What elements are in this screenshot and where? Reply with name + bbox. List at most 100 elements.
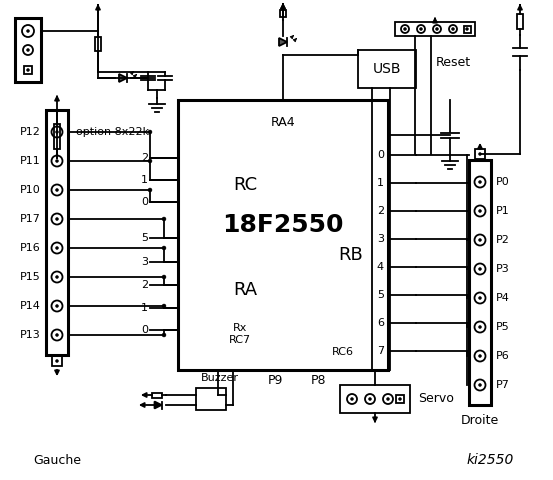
Circle shape [466,27,468,31]
Text: 5: 5 [377,290,384,300]
Text: RB: RB [338,246,363,264]
Circle shape [351,397,353,400]
Bar [358,50,416,88]
Text: P16: P16 [20,243,41,253]
Bar [152,393,162,397]
Text: 0: 0 [377,150,384,160]
Circle shape [55,304,59,308]
Circle shape [478,267,482,271]
Text: 1: 1 [141,303,148,313]
Circle shape [55,159,59,163]
Circle shape [478,297,482,300]
Text: Servo: Servo [418,393,454,406]
Circle shape [162,246,166,250]
Circle shape [478,239,482,241]
Circle shape [55,189,59,192]
Circle shape [436,27,439,31]
Bar [54,124,60,148]
Bar [24,66,32,74]
Bar [280,10,286,17]
Circle shape [368,397,372,400]
Circle shape [162,217,166,221]
Text: 7: 7 [377,346,384,356]
Bar [517,14,523,29]
Text: RA: RA [233,281,257,299]
Circle shape [478,384,482,386]
Bar [196,388,226,410]
Text: P17: P17 [20,214,41,224]
Text: 0: 0 [141,197,148,207]
Circle shape [478,355,482,358]
Text: RC7: RC7 [229,335,251,345]
Circle shape [55,276,59,278]
Text: P10: P10 [20,185,41,195]
Polygon shape [119,74,127,82]
Text: 2: 2 [141,153,148,163]
Circle shape [399,397,401,400]
Polygon shape [279,38,287,46]
Circle shape [162,304,166,308]
Text: P13: P13 [20,330,41,340]
Text: Rx: Rx [233,323,247,333]
Text: Gauche: Gauche [33,454,81,467]
Text: P6: P6 [496,351,510,361]
Circle shape [55,360,59,362]
Text: ki2550: ki2550 [466,453,514,467]
Bar [46,110,68,355]
Text: 0: 0 [141,325,148,335]
Circle shape [404,27,406,31]
Circle shape [27,29,29,33]
Circle shape [55,131,59,133]
Bar [396,395,404,403]
Circle shape [478,153,482,156]
Text: P5: P5 [496,322,510,332]
Text: P11: P11 [20,156,41,166]
Text: P14: P14 [20,301,41,311]
Text: 3: 3 [141,257,148,267]
Text: P0: P0 [496,177,510,187]
Text: 2: 2 [377,206,384,216]
Text: RA4: RA4 [270,116,295,129]
Text: P3: P3 [496,264,510,274]
Text: RC6: RC6 [332,347,354,357]
Bar [475,149,485,159]
Circle shape [478,209,482,213]
Text: 2: 2 [141,280,148,290]
Circle shape [478,325,482,328]
Text: USB: USB [373,62,401,76]
Circle shape [387,397,389,400]
Text: P7: P7 [496,380,510,390]
Text: 1: 1 [377,178,384,188]
Bar [469,160,491,405]
Text: 3: 3 [377,234,384,244]
Circle shape [148,130,152,134]
Circle shape [478,180,482,183]
Text: 1: 1 [141,175,148,185]
Text: P1: P1 [496,206,510,216]
Circle shape [451,27,455,31]
Text: 4: 4 [377,262,384,272]
Text: P2: P2 [496,235,510,245]
Bar [463,25,471,33]
Bar [15,18,41,82]
Circle shape [55,334,59,336]
Text: 5: 5 [141,233,148,243]
Text: P4: P4 [496,293,510,303]
Text: P9: P9 [267,373,283,386]
Polygon shape [154,401,161,408]
Bar [340,385,410,413]
Circle shape [162,275,166,279]
Circle shape [55,217,59,220]
Text: Reset: Reset [435,56,471,69]
Circle shape [55,247,59,250]
Text: P15: P15 [20,272,41,282]
Text: Droite: Droite [461,413,499,427]
Circle shape [420,27,422,31]
Circle shape [162,333,166,337]
Text: 6: 6 [377,318,384,328]
Text: P12: P12 [20,127,41,137]
Bar [178,100,388,370]
Bar [95,36,101,50]
Text: RC: RC [233,176,257,194]
Text: P8: P8 [310,373,326,386]
